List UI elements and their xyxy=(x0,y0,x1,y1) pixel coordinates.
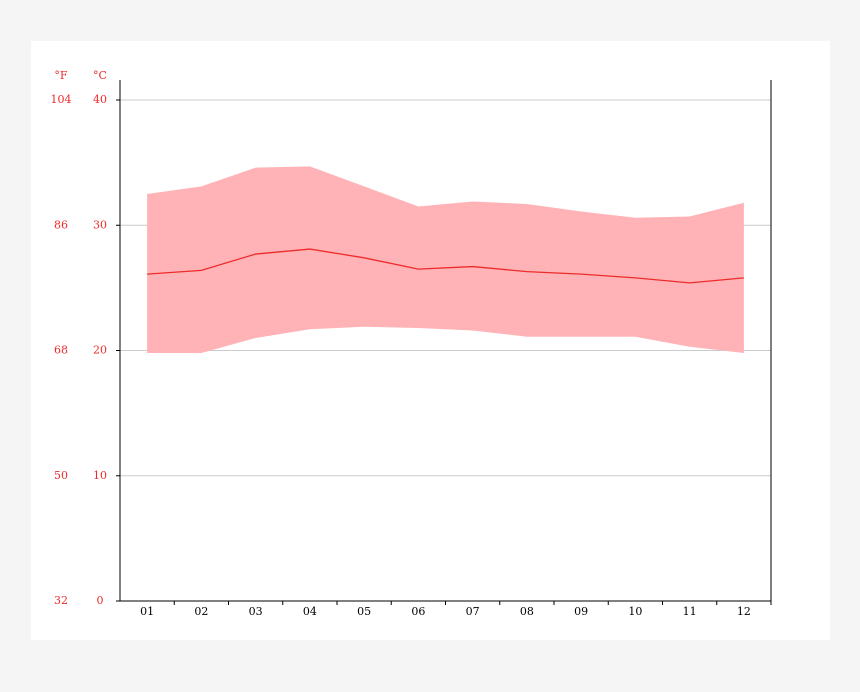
y2-tick-label: 86 xyxy=(54,218,68,231)
x-tick-label: 05 xyxy=(357,605,371,618)
y-tick-label: 10 xyxy=(93,469,107,482)
x-tick-label: 07 xyxy=(466,605,480,618)
x-tick-label: 08 xyxy=(520,605,534,618)
y2-tick-label: 104 xyxy=(51,93,72,106)
y-tick-label: 30 xyxy=(93,218,107,231)
x-tick-label: 06 xyxy=(411,605,425,618)
y2-unit: °F xyxy=(54,69,68,82)
x-tick-label: 04 xyxy=(303,605,317,618)
temperature-range xyxy=(147,166,744,354)
x-tick-label: 09 xyxy=(574,605,588,618)
y2-tick-label: 68 xyxy=(54,344,68,357)
x-tick-label: 01 xyxy=(140,605,154,618)
x-tick-label: 10 xyxy=(628,605,642,618)
y2-tick-label: 32 xyxy=(54,594,68,607)
y-tick-label: 0 xyxy=(97,594,104,607)
y2-tick-label: 50 xyxy=(54,469,68,482)
y-tick-label: 40 xyxy=(93,93,107,106)
x-tick-label: 03 xyxy=(249,605,263,618)
mean-line xyxy=(147,248,744,284)
x-tick-label: 12 xyxy=(737,605,751,618)
x-tick-label: 11 xyxy=(683,605,697,618)
y-unit: °C xyxy=(93,69,107,82)
y-tick-label: 20 xyxy=(93,344,107,357)
x-tick-label: 02 xyxy=(194,605,208,618)
